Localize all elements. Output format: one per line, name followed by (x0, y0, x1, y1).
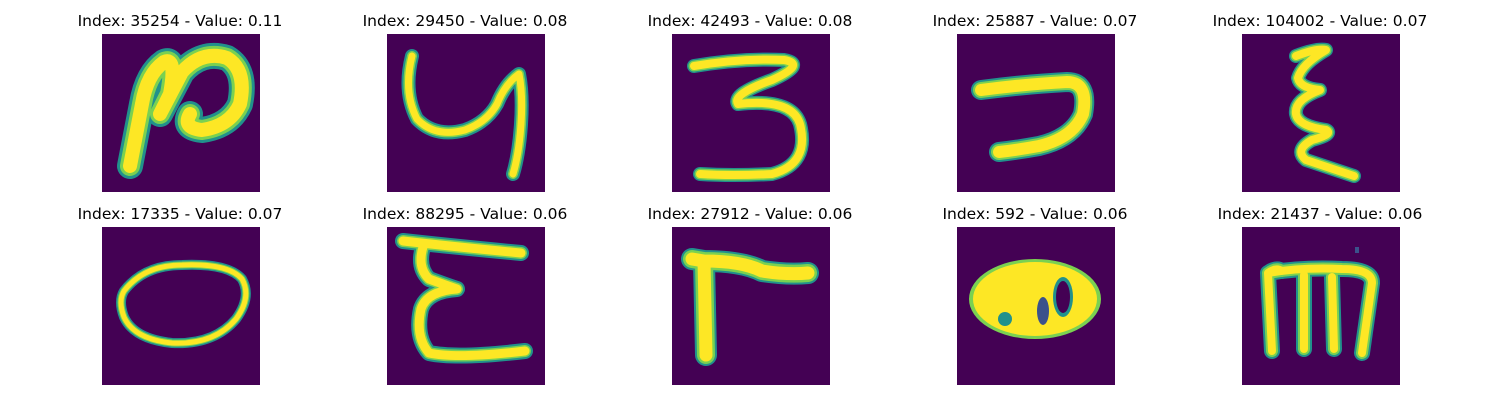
glyph-image (672, 227, 830, 385)
glyph-image (957, 34, 1115, 192)
glyph-image (102, 227, 260, 385)
glyph-image (387, 34, 545, 192)
panel-title: Index: 17335 - Value: 0.07 (77, 205, 283, 223)
glyph-image (102, 34, 260, 192)
panel-title: Index: 25887 - Value: 0.07 (932, 12, 1138, 30)
glyph-image (672, 34, 830, 192)
panel-title: Index: 88295 - Value: 0.06 (362, 205, 568, 223)
glyph-image (957, 227, 1115, 385)
panel-title: Index: 27912 - Value: 0.06 (647, 205, 853, 223)
panel-title: Index: 42493 - Value: 0.08 (647, 12, 853, 30)
glyph-image (387, 227, 545, 385)
panel-title: Index: 592 - Value: 0.06 (942, 205, 1128, 223)
panel-title: Index: 104002 - Value: 0.07 (1212, 12, 1428, 30)
panel-title: Index: 35254 - Value: 0.11 (77, 12, 283, 30)
panel-title: Index: 29450 - Value: 0.08 (362, 12, 568, 30)
panel-title: Index: 21437 - Value: 0.06 (1217, 205, 1423, 223)
glyph-image (1242, 227, 1400, 385)
glyph-image (1242, 34, 1400, 192)
